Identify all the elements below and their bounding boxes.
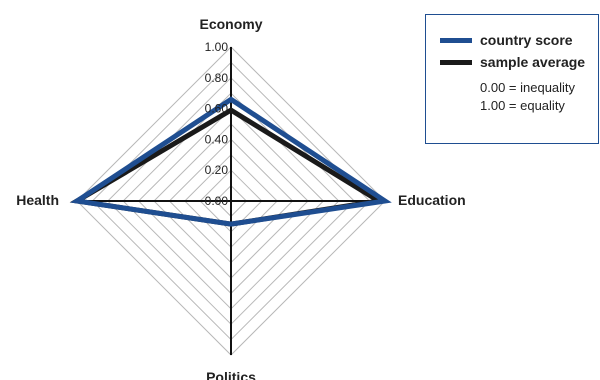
series-group	[69, 96, 392, 227]
tick-label-0-20: 0.20	[205, 163, 229, 177]
axis-label-politics: Politics	[206, 369, 256, 380]
axis-label-education: Education	[398, 192, 466, 208]
tick-label-0-60: 0.60	[205, 102, 229, 116]
tick-label-0-80: 0.80	[205, 71, 229, 85]
axis-label-health: Health	[16, 192, 59, 208]
legend-item-country-score: country score	[440, 29, 598, 51]
series-country-score	[70, 96, 392, 227]
axes	[77, 47, 385, 355]
legend-note-inequality: 0.00 = inequality	[480, 80, 576, 95]
tick-label-0-40: 0.40	[205, 132, 229, 146]
tick-labels: 0.00 0.20 0.40 0.60 0.80 1.00	[205, 40, 229, 208]
legend-swatch-country-score	[440, 37, 472, 43]
legend-swatch-sample-average	[440, 59, 472, 65]
legend: country score sample average 0.00 = ineq…	[425, 14, 599, 144]
tick-label-1-00: 1.00	[205, 40, 229, 54]
legend-label-country-score: country score	[480, 32, 573, 48]
legend-item-sample-average: sample average	[440, 51, 598, 73]
legend-note-equality: 1.00 = equality	[480, 98, 565, 113]
legend-label-sample-average: sample average	[480, 54, 586, 70]
axis-label-economy: Economy	[199, 16, 262, 32]
tick-label-0-00: 0.00	[205, 194, 229, 208]
